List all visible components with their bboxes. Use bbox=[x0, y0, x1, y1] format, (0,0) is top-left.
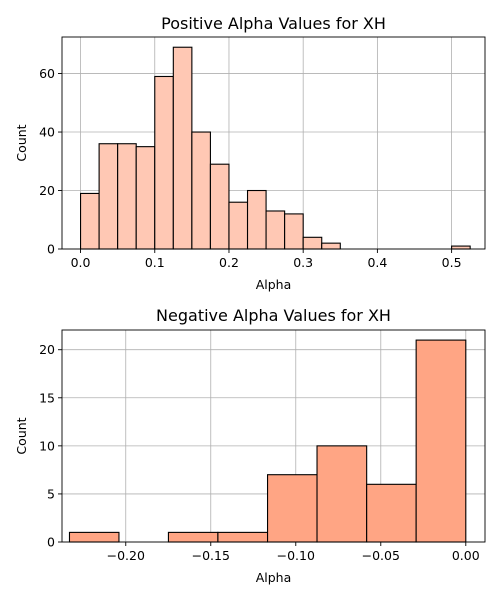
histogram-bar bbox=[154, 75, 174, 250]
y-tick-label: 20 bbox=[39, 342, 55, 357]
histogram-bar bbox=[366, 483, 417, 543]
chart-title: Negative Alpha Values for XH bbox=[156, 306, 391, 325]
x-axis-label: Alpha bbox=[256, 277, 292, 292]
x-tick-label: 0.3 bbox=[293, 255, 313, 270]
plot-frame bbox=[61, 329, 486, 543]
histogram-bar bbox=[415, 339, 467, 543]
y-tick-label: 10 bbox=[39, 438, 55, 453]
y-axis-label: Count bbox=[14, 124, 29, 161]
histogram-bar bbox=[266, 474, 318, 543]
x-tick-label: −0.15 bbox=[192, 548, 230, 563]
x-tick-label: −0.05 bbox=[362, 548, 400, 563]
y-tick-label: 5 bbox=[47, 486, 55, 501]
x-tick-label: 0.1 bbox=[145, 255, 165, 270]
y-axis-label: Count bbox=[14, 417, 29, 454]
histogram-bar bbox=[302, 236, 323, 250]
x-tick-label: 0.5 bbox=[442, 255, 462, 270]
histogram-bar bbox=[98, 143, 119, 250]
chart-title: Positive Alpha Values for XH bbox=[161, 14, 386, 33]
y-tick-label: 20 bbox=[39, 183, 55, 198]
histogram-bar bbox=[246, 189, 267, 250]
x-tick-label: −0.20 bbox=[107, 548, 145, 563]
y-tick-label: 0 bbox=[47, 535, 55, 550]
x-tick-label: −0.10 bbox=[277, 548, 315, 563]
x-tick-label: 0.00 bbox=[452, 548, 480, 563]
histogram-bar bbox=[228, 201, 249, 250]
x-tick-label: 0.0 bbox=[71, 255, 91, 270]
histogram-bar bbox=[321, 242, 341, 250]
negative-alpha-histogram: Negative Alpha Values for XH −0.20 −0.15 −… bbox=[14, 306, 486, 585]
y-tick-label: 15 bbox=[39, 390, 55, 405]
histogram-bar bbox=[265, 210, 286, 250]
positive-alpha-histogram: Positive Alpha Values for XH 0.0 0.1 0.2 0.… bbox=[14, 14, 486, 292]
histogram-bar bbox=[284, 213, 304, 250]
y-tick-label: 60 bbox=[39, 66, 55, 81]
x-tick-label: 0.4 bbox=[367, 255, 387, 270]
histogram-bar bbox=[135, 146, 156, 250]
histogram-bar bbox=[68, 531, 120, 543]
y-tick-label: 40 bbox=[39, 125, 55, 140]
y-tick-label: 0 bbox=[47, 242, 55, 257]
x-tick-label: 0.2 bbox=[219, 255, 239, 270]
histogram-bar bbox=[217, 531, 269, 543]
histogram-bar bbox=[117, 143, 137, 250]
x-axis-label: Alpha bbox=[256, 570, 292, 585]
histogram-bar bbox=[316, 445, 368, 543]
histogram-bar bbox=[191, 131, 211, 250]
plot-frame bbox=[61, 36, 486, 250]
histogram-bar bbox=[80, 192, 100, 250]
histogram-bar bbox=[172, 46, 193, 250]
histogram-bar bbox=[167, 531, 219, 543]
histogram-bar bbox=[209, 163, 230, 250]
